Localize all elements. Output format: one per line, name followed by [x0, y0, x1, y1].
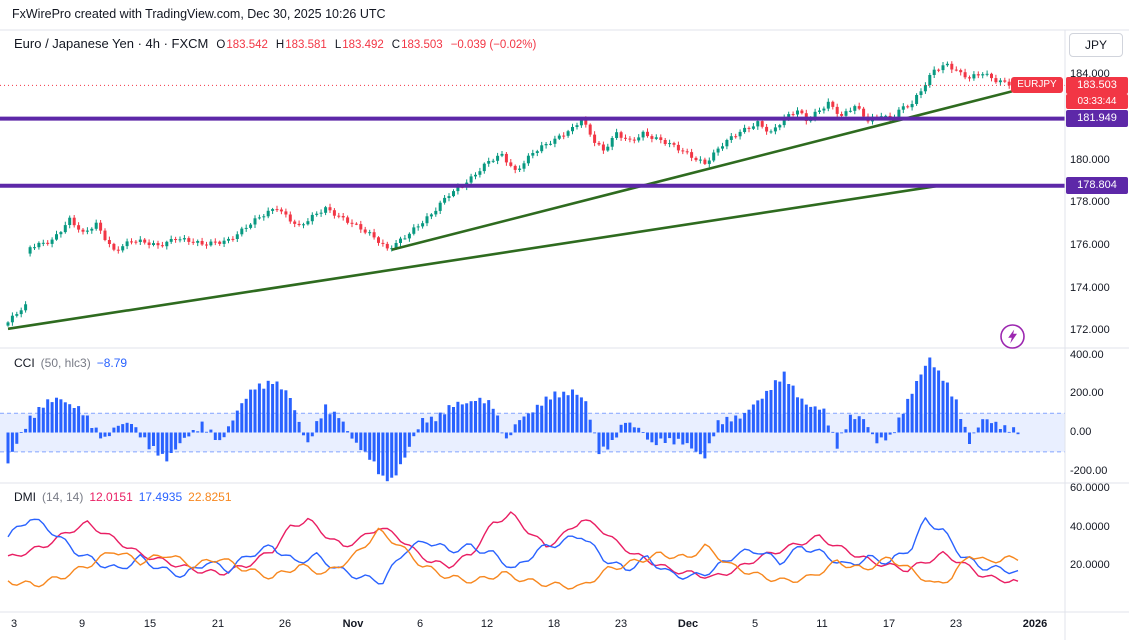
- price-axis-label: 174.000: [1070, 281, 1110, 294]
- ohlc-high: H183.581: [276, 39, 327, 51]
- cci-axis-label: 0.00: [1070, 426, 1092, 439]
- time-axis-label: 2026: [1022, 618, 1048, 630]
- cci-axis-label: 200.00: [1070, 387, 1104, 400]
- low-label: L: [334, 39, 342, 51]
- time-axis-label: 17: [882, 618, 896, 630]
- cci-params: (50, hlc3): [40, 356, 91, 370]
- ohlc-low: L183.492: [335, 39, 384, 51]
- cci-axis-label: 400.00: [1070, 348, 1104, 361]
- cci-title: CCI: [14, 356, 35, 370]
- cci-value: −8.79: [96, 356, 128, 370]
- time-axis-label: 23: [614, 618, 628, 630]
- low-value: 183.492: [342, 39, 384, 51]
- dmi-params: (14, 14): [42, 490, 84, 504]
- last-price-tag: 183.503: [1066, 77, 1128, 95]
- close-value: 183.503: [401, 39, 443, 51]
- time-axis-label: 26: [278, 618, 292, 630]
- dmi-plus-di-value: 17.4935: [138, 490, 183, 504]
- open-label: O: [216, 39, 226, 51]
- time-axis-label: 11: [816, 618, 828, 630]
- time-axis-label: 15: [143, 618, 157, 630]
- symbol-title[interactable]: Euro / Japanese Yen · 4h · FXCM: [14, 36, 209, 51]
- cci-legend[interactable]: CCI (50, hlc3) −8.79: [14, 356, 127, 370]
- time-axis-label: 3: [10, 618, 18, 630]
- currency-toggle-button[interactable]: JPY: [1069, 33, 1123, 57]
- instant-trading-icon[interactable]: [999, 323, 1026, 350]
- cci-axis-label: -200.00: [1070, 464, 1108, 477]
- dmi-legend[interactable]: DMI (14, 14) 12.0151 17.4935 22.8251: [14, 490, 232, 504]
- ohlc-close: C183.503: [392, 39, 443, 51]
- dmi-title: DMI: [14, 490, 36, 504]
- resistance-price-tag: 181.949: [1066, 110, 1128, 128]
- time-axis-label: 12: [480, 618, 494, 630]
- change-value: −0.039 (−0.02%): [450, 39, 537, 51]
- main-legend[interactable]: Euro / Japanese Yen · 4h · FXCM O183.542…: [14, 36, 536, 51]
- time-axis-label: Nov: [342, 618, 364, 630]
- close-label: C: [391, 39, 401, 51]
- time-axis-label: 18: [547, 618, 561, 630]
- high-label: H: [275, 39, 285, 51]
- high-value: 183.581: [285, 39, 327, 51]
- price-axis-label: 178.000: [1070, 196, 1110, 209]
- header-note: FxWirePro created with TradingView.com, …: [12, 7, 386, 21]
- price-axis-label: 172.000: [1070, 324, 1110, 337]
- ohlc-open: O183.542: [216, 39, 268, 51]
- lightning-bolt-icon: [1000, 324, 1025, 349]
- time-axis-label: Dec: [677, 618, 699, 630]
- price-axis-label: 180.000: [1070, 153, 1110, 166]
- support-price-tag: 178.804: [1066, 177, 1128, 195]
- bar-countdown-tag: 03:33:44: [1066, 94, 1128, 110]
- open-value: 183.542: [226, 39, 268, 51]
- symbol-price-pill: EURJPY: [1011, 77, 1063, 94]
- dmi-axis-label: 20.0000: [1070, 559, 1110, 572]
- price-axis-label: 184.000: [1070, 68, 1110, 81]
- price-axis-label: 176.000: [1070, 239, 1110, 252]
- time-axis-label: 6: [416, 618, 424, 630]
- time-axis-label: 23: [949, 618, 963, 630]
- dmi-axis-label: 60.0000: [1070, 482, 1110, 495]
- time-axis-label: 5: [751, 618, 759, 630]
- dmi-minus-di-value: 22.8251: [188, 490, 232, 504]
- dmi-axis-label: 40.0000: [1070, 520, 1110, 533]
- dmi-adx-value: 12.0151: [89, 490, 133, 504]
- time-axis-label: 21: [211, 618, 225, 630]
- time-axis-label: 9: [78, 618, 86, 630]
